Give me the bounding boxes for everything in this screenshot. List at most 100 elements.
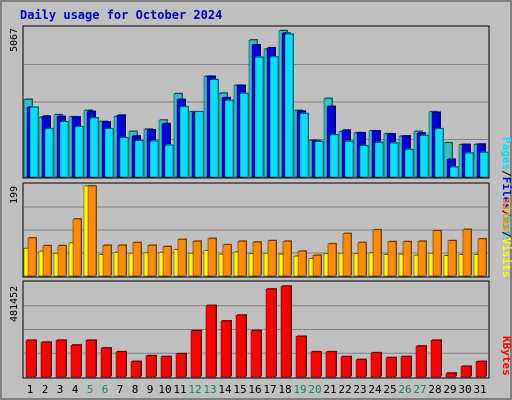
bar-sites (357, 242, 367, 277)
bar-kbytes (340, 356, 352, 378)
day-label: 12 (188, 383, 201, 396)
bar-kbytes (55, 340, 67, 378)
panel-bottom-bars (25, 285, 487, 378)
bar-pages (29, 106, 39, 178)
bar-kbytes (85, 340, 97, 378)
day-label: 31 (473, 383, 486, 396)
bar-kbytes (325, 351, 337, 378)
bar-pages (284, 33, 294, 178)
bar-pages (194, 111, 204, 178)
bar-kbytes (460, 366, 472, 378)
bar-sites (402, 241, 412, 277)
bar-pages (389, 142, 399, 178)
bar-sites (192, 240, 202, 277)
bar-pages (44, 128, 54, 178)
bar-sites (297, 250, 307, 277)
bar-pages (344, 141, 354, 178)
panel-middle-bars (23, 185, 487, 277)
bar-kbytes (160, 356, 172, 378)
day-label: 14 (218, 383, 232, 396)
bar-kbytes (265, 288, 277, 378)
bar-sites (27, 237, 37, 277)
bar-pages (134, 140, 144, 178)
bar-pages (269, 56, 279, 178)
day-label: 16 (248, 383, 261, 396)
bar-kbytes (385, 357, 397, 378)
bar-sites (432, 230, 442, 277)
bar-sites (117, 245, 127, 277)
chart-title: Daily usage for October 2024 (20, 8, 222, 22)
legend-separator: / (500, 170, 512, 177)
bar-pages (209, 79, 219, 178)
day-label: 29 (443, 383, 456, 396)
bar-pages (404, 149, 414, 178)
bar-sites (207, 238, 217, 277)
legend-separator: / (500, 231, 512, 238)
bar-pages (59, 121, 69, 178)
bar-pages (299, 113, 309, 178)
panel-top-bars (23, 29, 489, 178)
bar-pages (479, 152, 489, 178)
bar-kbytes (70, 344, 82, 378)
bar-pages (374, 142, 384, 178)
bar-kbytes (280, 286, 292, 378)
bar-pages (239, 93, 249, 178)
bar-sites (462, 229, 472, 277)
day-label: 15 (233, 383, 246, 396)
bar-kbytes (40, 342, 52, 378)
day-label: 1 (27, 383, 34, 396)
top-ymax-label: 5067 (9, 28, 20, 52)
day-label: 27 (413, 383, 426, 396)
bar-kbytes (235, 314, 247, 378)
bar-kbytes (100, 347, 112, 378)
bar-sites (237, 240, 247, 277)
bar-pages (419, 135, 429, 178)
day-label: 10 (158, 383, 171, 396)
bar-pages (254, 57, 264, 178)
middle-ymax-label: 199 (9, 186, 20, 204)
bar-pages (179, 106, 189, 178)
bar-kbytes (175, 353, 187, 378)
day-label: 8 (132, 383, 139, 396)
day-label: 3 (57, 383, 64, 396)
bar-pages (74, 126, 84, 178)
panel-visits-sites: 199 Sites/Visits (9, 182, 512, 278)
bar-sites (177, 239, 187, 277)
legend-pages: Pages (500, 137, 512, 170)
bar-sites (387, 241, 397, 277)
bar-pages (104, 128, 114, 178)
day-label: 2 (42, 383, 49, 396)
day-label: 9 (147, 383, 154, 396)
legend-sites: Sites (500, 198, 512, 231)
bar-sites (342, 233, 352, 277)
day-label: 11 (173, 383, 186, 396)
bar-sites (57, 245, 67, 277)
bar-pages (164, 144, 174, 178)
day-label: 18 (278, 383, 291, 396)
bar-kbytes (145, 355, 157, 378)
legend-kbytes: KBytes (500, 336, 512, 376)
day-label: 21 (323, 383, 336, 396)
bar-kbytes (295, 336, 307, 378)
bar-sites (477, 238, 487, 277)
bar-sites (222, 244, 232, 277)
legend-hits: Hits (500, 217, 512, 244)
day-label: 26 (398, 383, 411, 396)
bar-kbytes (115, 351, 127, 378)
legend-separator: / (500, 210, 512, 217)
bar-kbytes (130, 361, 142, 378)
day-label: 17 (263, 383, 276, 396)
bar-pages (449, 166, 459, 178)
panel-hits-files-pages: 5067 Pages/Files/Hits (9, 25, 512, 244)
bar-sites (87, 185, 97, 277)
day-label: 4 (72, 383, 79, 396)
bar-pages (149, 140, 159, 178)
bar-pages (119, 137, 129, 178)
panel-kbytes: 481452 KBytes (9, 280, 512, 379)
bar-sites (267, 240, 277, 277)
bar-kbytes (205, 305, 217, 378)
bar-sites (327, 243, 337, 277)
day-label: 28 (428, 383, 441, 396)
bar-kbytes (250, 330, 262, 378)
